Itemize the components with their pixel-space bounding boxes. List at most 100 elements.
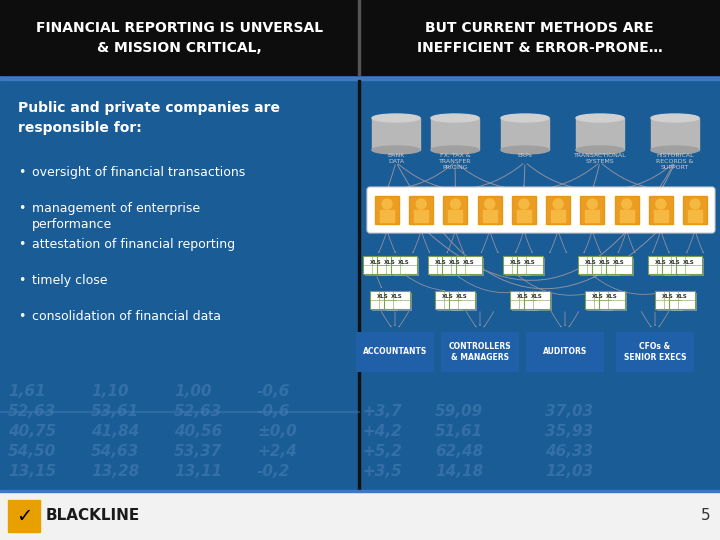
Text: XLS: XLS xyxy=(398,260,410,265)
FancyArrowPatch shape xyxy=(687,233,694,253)
Text: 52,63: 52,63 xyxy=(174,404,222,420)
Text: 62,48: 62,48 xyxy=(435,444,483,460)
FancyArrowPatch shape xyxy=(627,233,635,253)
Bar xyxy=(444,196,467,224)
Text: •: • xyxy=(18,274,25,287)
Bar xyxy=(441,332,519,372)
Text: XLS: XLS xyxy=(662,294,674,300)
FancyBboxPatch shape xyxy=(451,293,477,311)
Text: BANK
DATA: BANK DATA xyxy=(387,153,405,164)
Text: 40,75: 40,75 xyxy=(8,424,56,440)
Text: BLACKLINE: BLACKLINE xyxy=(46,509,140,523)
FancyBboxPatch shape xyxy=(370,291,396,309)
Circle shape xyxy=(451,199,461,209)
Bar xyxy=(585,210,599,222)
Bar xyxy=(0,490,720,492)
Text: 52,63: 52,63 xyxy=(8,404,56,420)
Circle shape xyxy=(621,199,631,209)
Text: consolidation of financial data: consolidation of financial data xyxy=(32,310,221,323)
Circle shape xyxy=(553,199,563,209)
Text: CFOs &
SENIOR EXECS: CFOs & SENIOR EXECS xyxy=(624,342,686,362)
Text: CONTROLLERS
& MANAGERS: CONTROLLERS & MANAGERS xyxy=(449,342,511,362)
Text: attestation of financial reporting: attestation of financial reporting xyxy=(32,238,235,251)
FancyArrowPatch shape xyxy=(447,233,455,253)
FancyArrowPatch shape xyxy=(467,312,476,327)
FancyBboxPatch shape xyxy=(524,291,550,309)
FancyBboxPatch shape xyxy=(587,293,613,311)
Ellipse shape xyxy=(576,146,624,154)
Text: -0,6: -0,6 xyxy=(257,404,290,420)
FancyBboxPatch shape xyxy=(580,258,606,276)
Text: •: • xyxy=(18,310,25,323)
FancyArrowPatch shape xyxy=(459,164,523,190)
Bar xyxy=(546,196,570,224)
Text: 59,09: 59,09 xyxy=(435,404,483,420)
FancyBboxPatch shape xyxy=(503,256,529,274)
FancyBboxPatch shape xyxy=(608,258,634,276)
Text: performance: performance xyxy=(32,218,112,231)
Bar xyxy=(356,332,434,372)
FancyBboxPatch shape xyxy=(510,291,536,309)
FancyBboxPatch shape xyxy=(592,256,618,274)
Ellipse shape xyxy=(431,114,479,122)
FancyArrowPatch shape xyxy=(652,233,660,253)
Bar xyxy=(615,196,639,224)
Text: 1,00: 1,00 xyxy=(174,384,212,400)
FancyBboxPatch shape xyxy=(444,258,470,276)
Text: •: • xyxy=(18,202,25,215)
Text: 40,56: 40,56 xyxy=(174,424,222,440)
Bar xyxy=(0,0,720,75)
Bar xyxy=(482,210,497,222)
Bar xyxy=(517,210,531,222)
FancyArrowPatch shape xyxy=(642,312,651,327)
Bar xyxy=(449,210,462,222)
Text: XLS: XLS xyxy=(585,260,597,265)
Bar xyxy=(372,118,420,150)
Text: HISTORICAL
RECORDS &
SUPPORT: HISTORICAL RECORDS & SUPPORT xyxy=(656,153,694,170)
FancyBboxPatch shape xyxy=(517,256,543,274)
FancyArrowPatch shape xyxy=(379,233,386,253)
Bar xyxy=(580,196,604,224)
FancyArrowPatch shape xyxy=(569,312,579,327)
Text: XLS: XLS xyxy=(683,260,695,265)
FancyArrowPatch shape xyxy=(481,233,489,253)
FancyBboxPatch shape xyxy=(526,293,552,311)
FancyBboxPatch shape xyxy=(676,256,702,274)
Text: oversight of financial transactions: oversight of financial transactions xyxy=(32,166,246,179)
FancyBboxPatch shape xyxy=(657,293,683,311)
Text: +3,5: +3,5 xyxy=(362,464,402,480)
Text: +2,4: +2,4 xyxy=(257,444,297,460)
FancyArrowPatch shape xyxy=(397,165,693,289)
Text: XLS: XLS xyxy=(391,294,403,300)
Bar xyxy=(651,118,699,150)
FancyBboxPatch shape xyxy=(678,258,704,276)
Bar xyxy=(0,80,359,490)
Text: AUDITORS: AUDITORS xyxy=(543,348,587,356)
Bar xyxy=(654,210,667,222)
Text: 13,28: 13,28 xyxy=(91,464,139,480)
Text: timely close: timely close xyxy=(32,274,107,287)
Bar xyxy=(616,332,694,372)
Text: & MISSION CRITICAL,: & MISSION CRITICAL, xyxy=(97,40,262,55)
FancyBboxPatch shape xyxy=(391,256,417,274)
FancyArrowPatch shape xyxy=(662,233,669,253)
Text: XLS: XLS xyxy=(592,294,604,300)
FancyArrowPatch shape xyxy=(593,233,600,253)
Circle shape xyxy=(519,199,529,209)
FancyBboxPatch shape xyxy=(594,258,620,276)
FancyArrowPatch shape xyxy=(406,275,444,291)
FancyBboxPatch shape xyxy=(505,258,531,276)
FancyArrowPatch shape xyxy=(552,312,561,327)
FancyBboxPatch shape xyxy=(458,258,484,276)
FancyBboxPatch shape xyxy=(662,256,688,274)
FancyBboxPatch shape xyxy=(671,293,697,311)
Text: 13,11: 13,11 xyxy=(174,464,222,480)
FancyBboxPatch shape xyxy=(601,293,627,311)
Text: XLS: XLS xyxy=(449,260,461,265)
Text: +3,7: +3,7 xyxy=(362,404,402,420)
Text: XLS: XLS xyxy=(377,294,389,300)
Bar xyxy=(576,118,624,150)
Ellipse shape xyxy=(651,114,699,122)
FancyBboxPatch shape xyxy=(367,187,715,233)
Text: ACCOUNTANTS: ACCOUNTANTS xyxy=(363,348,427,356)
